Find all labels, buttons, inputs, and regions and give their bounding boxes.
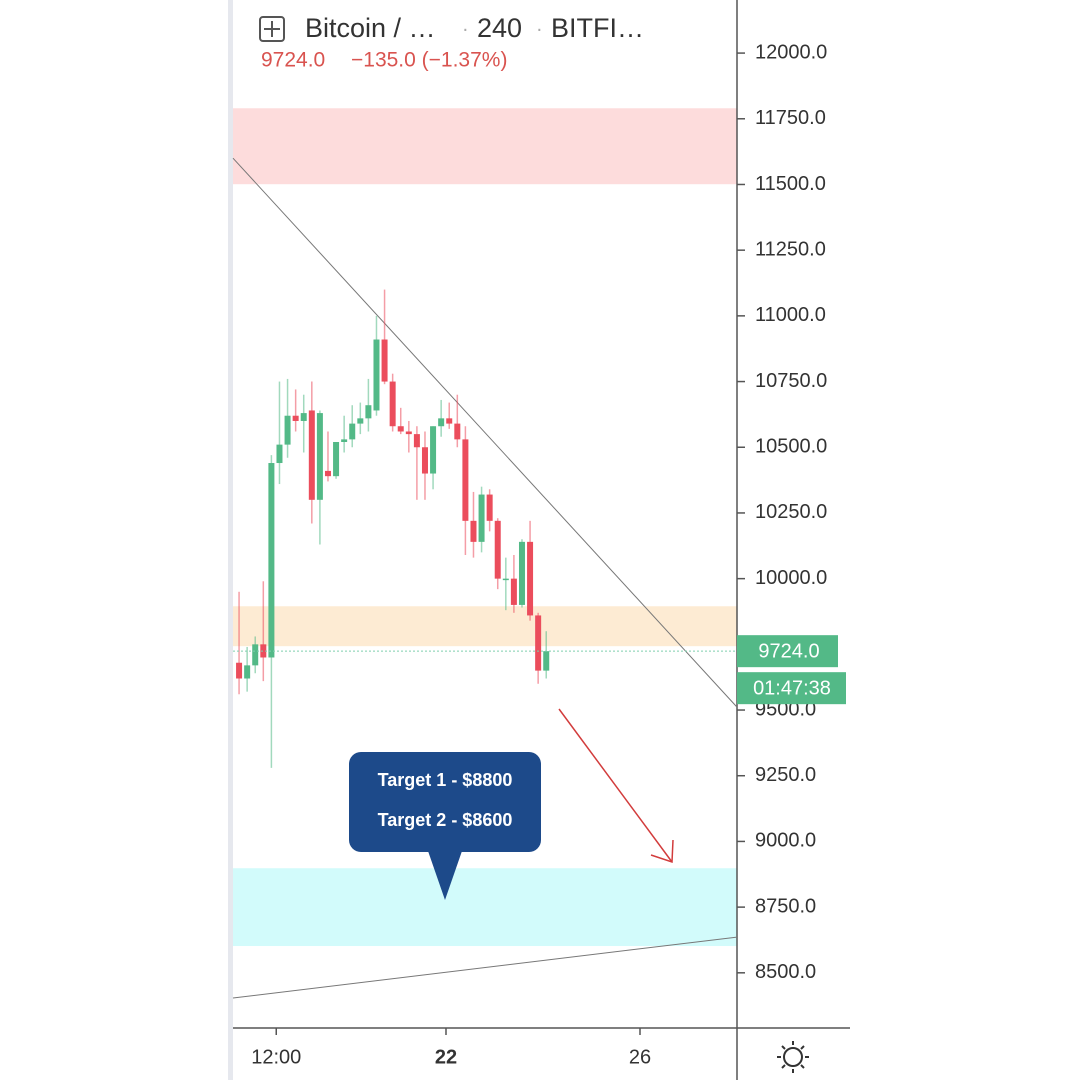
zone [233,606,737,647]
candle-body [292,415,299,421]
candle-body [244,665,251,679]
y-tick-label: 11750.0 [755,107,826,129]
y-tick-label: 10750.0 [755,370,827,392]
settings-icon[interactable] [777,1041,809,1073]
price-tag-label: 9724.0 [758,640,819,662]
candle-body [365,405,372,419]
x-tick-label: 26 [629,1046,651,1068]
candle-body [397,426,404,432]
separator: · [536,18,543,40]
candle-body [284,415,291,445]
candle-body [462,439,469,521]
zone [233,108,737,185]
candle-body [333,441,340,477]
zone [233,868,737,947]
x-tick-label: 12:00 [251,1046,301,1068]
candle-body [510,578,517,605]
candle-body [446,418,453,424]
candle-body [316,413,323,500]
add-icon[interactable] [259,16,285,42]
candle-body [486,494,493,521]
candle-body [438,418,445,427]
countdown-tag [737,672,846,705]
arrow-head [650,839,674,864]
candle-body [276,444,283,464]
y-tick-label: 8500.0 [755,961,816,983]
candle-body [260,644,267,658]
separator: · [462,18,469,40]
candle-body [405,431,412,435]
candle-body [341,439,348,442]
symbol: Bitcoin / … [305,13,436,43]
price-tag [737,635,838,668]
candle-body [268,463,275,658]
countdown: 01:47:38 [753,677,831,699]
candle-body [470,520,477,542]
candle-body [308,410,315,500]
trend-line [232,157,738,708]
y-tick-label: 11500.0 [755,173,826,195]
candle-body [252,644,259,666]
candle-body [454,423,461,440]
interval: 240 [477,13,522,43]
candle-body [236,662,243,679]
y-tick-label: 8750.0 [755,895,816,917]
y-tick-label: 9250.0 [755,764,816,786]
candle-body [413,434,420,448]
add-icon-plus [264,21,280,37]
candle-body [373,339,380,411]
y-tick-label: 9000.0 [755,830,816,852]
candle-body [494,520,501,579]
candle-body [535,615,542,671]
candle-body [502,578,509,581]
callout-pointer [428,851,462,900]
candle-body [381,339,388,382]
y-tick-label: 10000.0 [755,567,827,589]
y-tick-label: 10250.0 [755,501,827,523]
candle-body [421,447,428,474]
candle-body [518,541,525,605]
candle-body [543,651,550,671]
candle-body [478,494,485,542]
y-tick-label: 10500.0 [755,436,827,458]
arrow [558,708,674,864]
exchange: BITFI… [551,13,644,43]
y-tick-label: 12000.0 [755,41,827,63]
candle-body [389,381,396,427]
annotation: Target 2 - $8600 [378,810,513,830]
candle-body [324,470,331,477]
arrow-line [558,708,673,863]
y-tick-label: 11000.0 [755,304,826,326]
y-tick-label: 11250.0 [755,238,826,260]
callout: Target 1 - $8800 Target 2 - $8600 [349,752,541,900]
trend-line [232,936,738,999]
x-tick-label: 22 [435,1046,457,1068]
callout-box [349,752,541,852]
candle-body [300,413,307,421]
candle-body [527,541,534,616]
change: −135.0 (−1.37%) [351,49,507,72]
price: 9724.0 [261,49,325,72]
zones [233,108,737,947]
candle-body [357,418,364,424]
settings-icon-core [783,1047,803,1067]
annotation: Target 1 - $8800 [378,770,513,790]
settings-icon-rays [777,1041,809,1073]
left-edge [228,0,233,1080]
candle-body [349,423,356,440]
candle-body [430,426,437,474]
